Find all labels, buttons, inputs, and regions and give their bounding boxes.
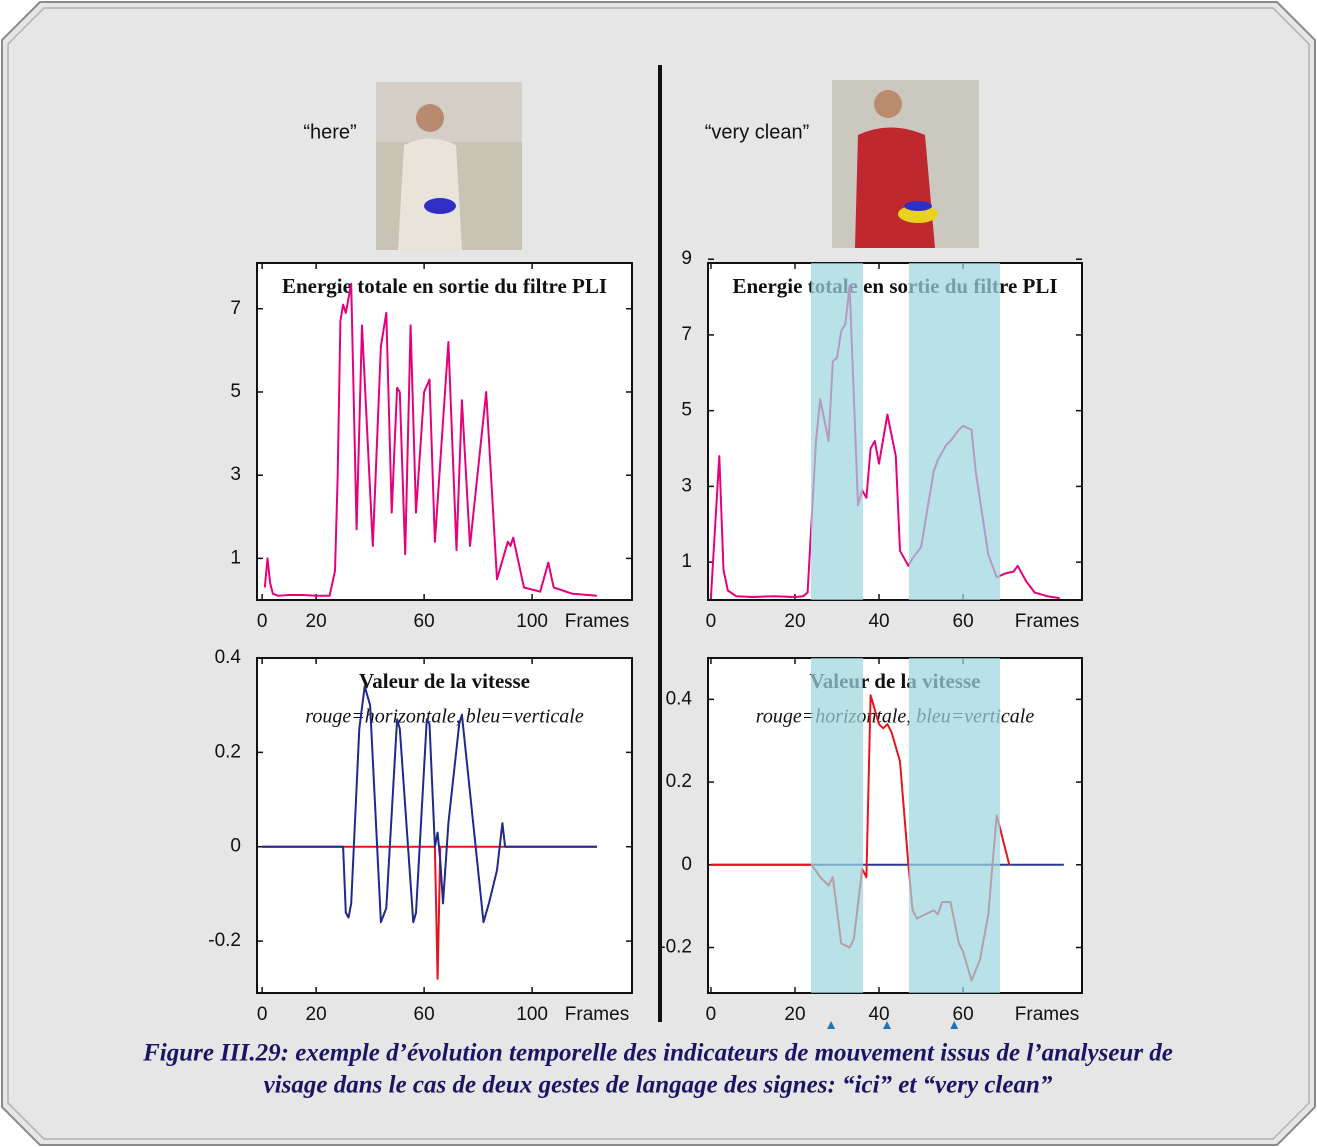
x-tick-label: 60 [414,1004,435,1025]
x-axis-label: Frames [565,1004,629,1025]
chart-title: Energie totale en sortie du filtre PLI [282,274,607,298]
caption: Figure III.29: exemple d’évolution tempo… [142,1040,1173,1067]
x-tick-label: 100 [516,1004,548,1025]
y-tick-label: 9 [681,248,692,269]
plot-frame [256,657,633,994]
y-tick-label: 0.4 [215,647,242,668]
x-tick-label: 0 [706,1004,717,1025]
x-tick-label: 40 [868,611,889,632]
x-axis-label: Frames [1015,1004,1079,1025]
y-tick-label: 5 [681,400,692,421]
x-tick-label: 40 [868,1004,889,1025]
chart: Energie totale en sortie du filtre PLI 1 3… [681,248,1083,632]
y-tick-label: 0 [230,836,241,857]
caption: visage dans le cas de deux gestes de lan… [264,1072,1053,1099]
x-tick-label: 60 [953,611,974,632]
photo-label: “here” [303,121,356,143]
x-tick-label: 60 [414,611,435,632]
chart: Valeur de la vitesse rouge=horizontale, b… [208,647,633,1025]
marker [827,1021,836,1029]
plot-area [708,263,1082,600]
y-tick-label: -0.2 [659,937,692,958]
y-tick-label: 1 [230,547,241,568]
x-tick-label: 60 [953,1004,974,1025]
highlight-span [908,658,1001,993]
data-line [263,282,597,597]
x-tick-label: 20 [784,611,805,632]
y-tick-label: 3 [681,475,692,496]
plot-frame [256,262,633,601]
highlight-span [908,263,1001,600]
chart: Energie totale en sortie du filtre PLI 1 3… [230,262,633,632]
plot-frame [707,657,1083,994]
y-tick-label: 0 [681,854,692,875]
marker [883,1021,892,1029]
x-tick-label: 0 [257,1004,268,1025]
x-tick-label: 20 [306,1004,327,1025]
x-tick-label: 20 [784,1004,805,1025]
plot-frame [707,262,1083,601]
y-tick-label: 5 [230,381,241,402]
photo-right [832,80,979,248]
photo-left [376,82,522,250]
x-tick-label: 0 [706,611,717,632]
y-tick-label: 1 [681,551,692,572]
frame-inner [7,7,1310,1140]
x-tick-label: 0 [257,611,268,632]
y-tick-label: 7 [681,324,692,345]
x-tick-label: 100 [516,611,548,632]
plot-area [708,658,1082,993]
x-tick-label: 20 [306,611,327,632]
chart-title: Energie totale en sortie du filtre PLI [732,274,1057,298]
x-axis-label: Frames [565,611,629,632]
data-line [262,685,597,924]
photo-label: “very clean” [705,121,809,143]
plot-area [257,658,632,993]
y-tick-label: -0.2 [208,930,241,951]
y-tick-label: 0.2 [215,741,241,762]
plot-area [257,263,632,600]
y-tick-label: 0.2 [666,771,692,792]
y-tick-label: 7 [230,298,241,319]
chart-subtitle: rouge=horizontale, bleu=verticale [305,706,584,728]
y-tick-label: 3 [230,464,241,485]
marker [950,1021,959,1029]
chart-title: Valeur de la vitesse [359,669,530,693]
y-tick-label: 0.4 [666,688,693,709]
highlight-span [810,263,864,600]
highlight-span [810,658,864,993]
x-axis-label: Frames [1015,611,1079,632]
